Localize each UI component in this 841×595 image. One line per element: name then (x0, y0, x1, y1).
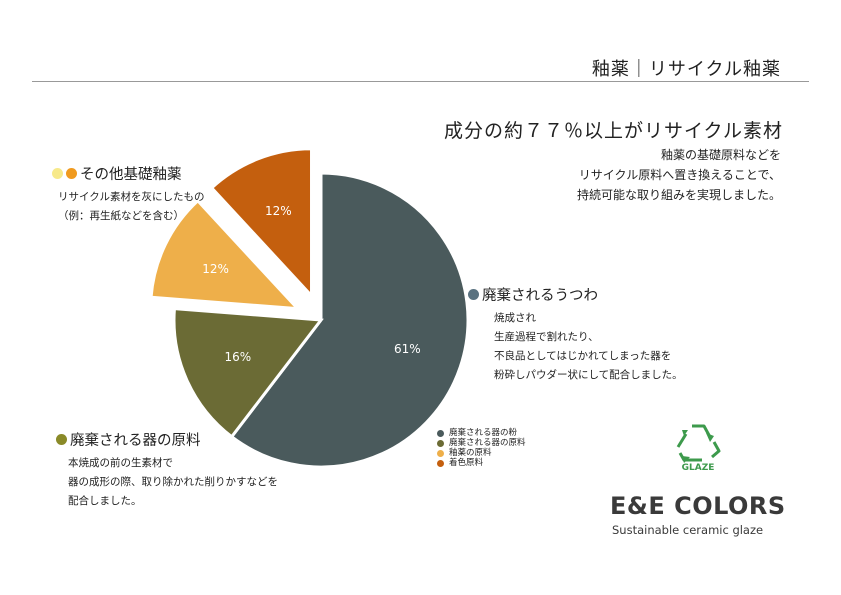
legend-swatch (437, 439, 444, 447)
legend-item: 廃棄される器の粉 (437, 428, 526, 438)
orange-dot-icon (66, 168, 77, 179)
callout-title: 廃棄される器の原料 (56, 429, 278, 450)
callout-line: 粉砕しパウダー状にして配合しました。 (494, 369, 683, 381)
legend-item: 廃棄される器の原料 (437, 438, 526, 448)
legend-label: 釉薬の原料 (449, 448, 492, 458)
header-divider (32, 81, 809, 82)
recycle-icon-label: GLAZE (682, 463, 715, 472)
legend-label: 廃棄される器の粉 (449, 428, 518, 438)
callout-line: 不良品としてはじかれてしまった器を (494, 350, 672, 362)
subtext-line: 持続可能な取り組みを実現しました。 (576, 188, 781, 202)
slice-label: 61% (394, 342, 421, 356)
callout-title: 廃棄されるうつわ (468, 284, 683, 305)
legend-swatch (437, 459, 444, 467)
callout-line: 焼成され (494, 312, 536, 324)
subtext-line: リサイクル原料へ置き換えることで、 (578, 168, 781, 182)
callout-other-glaze: その他基礎釉薬 リサイクル素材を灰にしたもの （例：再生紙などを含む） (52, 163, 204, 226)
callout-waste-vessels: 廃棄されるうつわ 焼成され 生産過程で割れたり、 不良品としてはじかれてしまった… (468, 284, 683, 385)
slate-dot-icon (468, 289, 479, 300)
callout-line: 生産過程で割れたり、 (494, 331, 599, 343)
headline: 成分の約７７％以上がリサイクル素材 (443, 120, 783, 142)
callout-waste-raw: 廃棄される器の原料 本焼成の前の生素材で 器の成形の際、取り除かれた削りかすなど… (56, 429, 278, 511)
callout-line: リサイクル素材を灰にしたもの (58, 191, 205, 203)
brand-name: E&E COLORS (610, 492, 786, 520)
callout-line: （例：再生紙などを含む） (58, 210, 184, 222)
callout-line: 本焼成の前の生素材で (68, 457, 173, 469)
pie-slice (209, 147, 314, 300)
pie-slice (229, 171, 470, 469)
legend-item: 着色原料 (437, 458, 526, 468)
olive-dot-icon (56, 434, 67, 445)
callout-body: 本焼成の前の生素材で 器の成形の際、取り除かれた削りかすなどを 配合しました。 (56, 450, 278, 511)
page-title: 釉薬｜リサイクル釉薬 (591, 59, 781, 80)
subtext-line: 釉薬の基礎原料などを (660, 148, 781, 162)
callout-body: リサイクル素材を灰にしたもの （例：再生紙などを含む） (52, 184, 204, 226)
chart-legend: 廃棄される器の粉 廃棄される器の原料 釉薬の原料 着色原料 (437, 428, 526, 468)
pale-yellow-dot-icon (52, 168, 63, 179)
slice-label: 12% (202, 262, 229, 276)
legend-label: 着色原料 (449, 458, 484, 468)
pie-slice (149, 198, 302, 311)
callout-line: 器の成形の際、取り除かれた削りかすなどを (68, 476, 278, 488)
slice-label: 16% (224, 350, 251, 364)
callout-body: 焼成され 生産過程で割れたり、 不良品としてはじかれてしまった器を 粉砕しパウダ… (468, 305, 683, 385)
legend-swatch (437, 449, 444, 457)
subtext: 釉薬の基礎原料などを リサイクル原料へ置き換えることで、 持続可能な取り組みを実… (577, 145, 781, 205)
slice-label: 12% (265, 204, 292, 218)
legend-label: 廃棄される器の原料 (449, 438, 526, 448)
recycle-icon: GLAZE (676, 424, 721, 472)
callout-other-title: その他基礎釉薬 (80, 167, 182, 183)
callout-line: 配合しました。 (68, 495, 142, 507)
callout-vessels-title: 廃棄されるうつわ (482, 288, 598, 304)
callout-raw-title: 廃棄される器の原料 (70, 433, 201, 449)
pie-slice (172, 306, 324, 439)
legend-item: 釉薬の原料 (437, 448, 526, 458)
brand-tagline: Sustainable ceramic glaze (612, 523, 764, 537)
legend-swatch (437, 429, 444, 437)
callout-title: その他基礎釉薬 (52, 163, 204, 184)
